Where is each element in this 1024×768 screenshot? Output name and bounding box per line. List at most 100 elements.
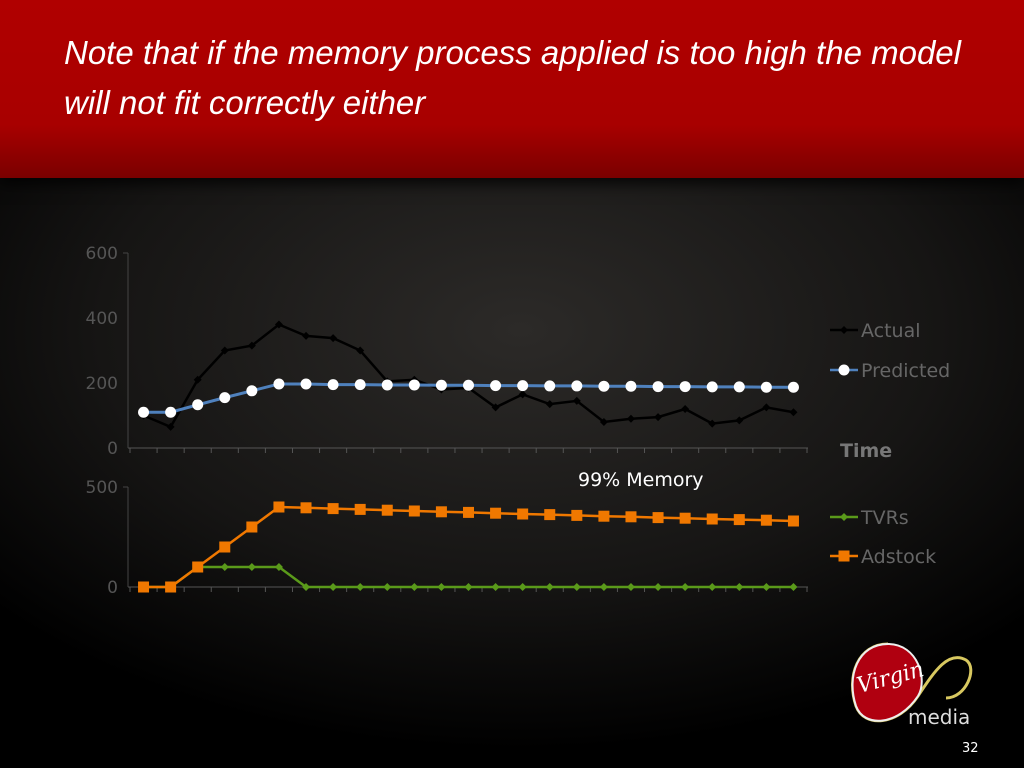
data-point-adstock [625, 511, 637, 523]
data-point-predicted [706, 381, 718, 393]
data-point-actual [247, 341, 256, 350]
data-point-actual [491, 403, 500, 412]
slide-title: Note that if the memory process applied … [64, 34, 961, 121]
data-point-actual [599, 418, 608, 426]
data-point-predicted [544, 380, 556, 392]
data-point-predicted [165, 406, 177, 418]
data-point-adstock [138, 581, 150, 593]
bottom-chart: 0 500 TVRs Adstock [86, 478, 937, 598]
data-point-adstock [463, 506, 474, 518]
memory-annotation: 99% Memory [578, 469, 704, 491]
data-point-adstock [273, 501, 285, 513]
data-point-predicted [652, 381, 664, 393]
y-tick-label: 200 [86, 374, 118, 394]
y-tick-label: 600 [86, 244, 118, 264]
y-tick-label: 400 [86, 309, 118, 329]
x-axis-label: Time [840, 440, 892, 462]
data-point-adstock [246, 521, 258, 533]
legend-label-tvrs: TVRs [860, 507, 909, 529]
data-point-tvrs [599, 583, 608, 591]
series-line-adstock [143, 505, 794, 589]
virgin-media-logo: Virgin media [851, 642, 973, 729]
data-point-actual [356, 346, 365, 355]
data-point-actual [518, 390, 527, 399]
data-point-predicted [246, 385, 258, 397]
data-point-tvrs [383, 583, 392, 591]
y-tick-label: 500 [86, 478, 118, 498]
data-point-predicted [300, 378, 312, 390]
data-point-predicted [760, 381, 772, 393]
data-point-adstock [381, 504, 393, 516]
data-point-actual [735, 416, 744, 425]
data-point-actual [681, 405, 690, 413]
data-point-predicted [138, 406, 150, 418]
legend-label-adstock: Adstock [861, 546, 936, 568]
data-point-tvrs [410, 583, 419, 591]
data-point-tvrs [518, 583, 527, 591]
data-point-tvrs [220, 563, 229, 571]
data-point-predicted [517, 380, 529, 392]
data-point-actual [626, 414, 635, 423]
data-point-adstock [679, 512, 691, 524]
data-point-tvrs [302, 583, 311, 591]
data-point-adstock [733, 514, 745, 526]
data-point-tvrs [789, 583, 798, 591]
data-point-adstock [192, 561, 204, 573]
data-point-tvrs [681, 583, 690, 591]
data-point-tvrs [437, 583, 446, 591]
data-point-tvrs [274, 563, 283, 571]
data-point-tvrs [545, 583, 554, 591]
legend-marker-predicted [838, 364, 850, 376]
data-point-adstock [706, 513, 718, 525]
data-point-actual [220, 346, 229, 355]
legend-label-actual: Actual [861, 320, 921, 342]
data-point-predicted [435, 379, 447, 391]
data-point-predicted [571, 380, 583, 392]
legend-marker-actual [840, 326, 848, 334]
data-point-predicted [733, 381, 745, 393]
title-band [0, 0, 1024, 178]
data-point-predicted [327, 379, 339, 391]
data-point-predicted [192, 399, 204, 411]
data-point-adstock [490, 507, 502, 519]
data-point-tvrs [735, 583, 744, 591]
data-point-adstock [327, 503, 339, 515]
data-point-predicted [408, 379, 420, 391]
series-line-actual [143, 323, 794, 429]
data-point-adstock [165, 581, 177, 593]
data-point-tvrs [356, 583, 365, 591]
data-point-adstock [652, 512, 664, 524]
legend-label-predicted: Predicted [861, 360, 950, 382]
data-point-adstock [571, 509, 583, 521]
legend-marker-tvrs [840, 513, 848, 521]
data-point-actual [572, 396, 581, 405]
data-point-actual [545, 400, 554, 409]
data-point-actual [762, 403, 771, 412]
data-point-adstock [760, 514, 772, 526]
data-point-adstock [435, 506, 447, 518]
page-number: 32 [962, 741, 979, 756]
data-point-tvrs [464, 583, 473, 591]
data-point-tvrs [572, 583, 581, 591]
legend-marker-adstock [838, 550, 850, 562]
data-point-predicted [625, 380, 637, 392]
data-point-tvrs [491, 583, 500, 591]
data-point-adstock [408, 505, 420, 517]
data-point-predicted [219, 392, 231, 404]
y-tick-label: 0 [107, 439, 118, 459]
data-point-predicted [273, 378, 285, 390]
data-point-actual [789, 408, 798, 417]
data-point-predicted [598, 380, 610, 392]
data-point-actual [274, 320, 283, 329]
data-point-adstock [354, 503, 366, 515]
data-point-tvrs [247, 563, 256, 571]
data-point-actual [166, 422, 175, 431]
data-point-predicted [679, 381, 691, 393]
data-point-adstock [787, 515, 799, 527]
data-point-actual [193, 375, 202, 384]
data-point-tvrs [329, 583, 338, 591]
data-point-predicted [463, 379, 474, 391]
data-point-actual [708, 419, 717, 428]
data-point-tvrs [626, 583, 635, 591]
